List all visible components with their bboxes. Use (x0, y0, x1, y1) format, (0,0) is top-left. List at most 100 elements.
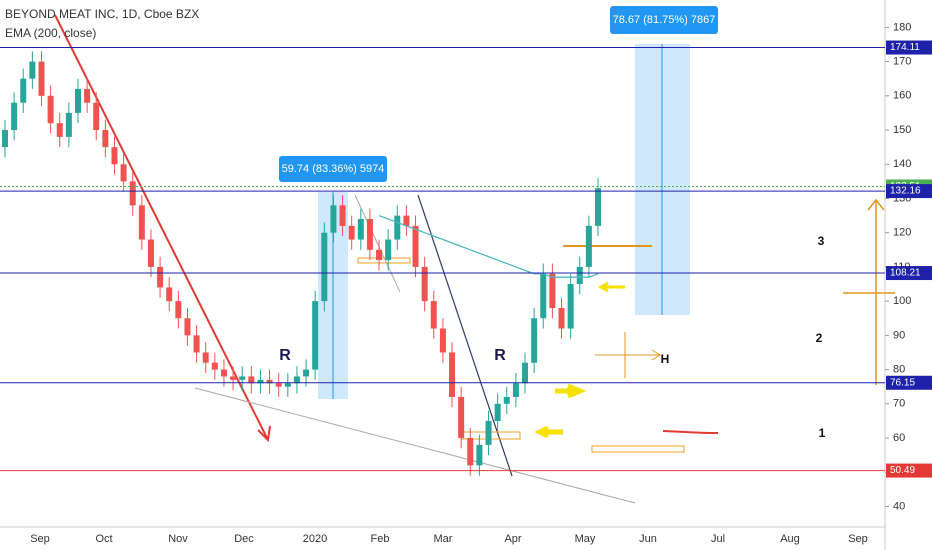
x-tick-label: Mar (434, 533, 453, 545)
candle-body (266, 379, 273, 384)
candle-body (157, 266, 164, 288)
candle-body (430, 301, 437, 329)
candle-body (303, 369, 310, 377)
level-label-bg (886, 463, 932, 478)
candle-body (74, 88, 81, 113)
candle-body (129, 181, 136, 206)
candle-body (503, 396, 510, 404)
x-tick-label: May (575, 533, 596, 545)
candle-body (348, 225, 355, 240)
candle-body (312, 301, 319, 370)
candle-body (193, 335, 200, 353)
x-tick-label: Nov (168, 533, 188, 545)
y-tick-label: 170 (893, 56, 911, 68)
x-tick-label: Sep (848, 533, 868, 545)
target-arrow (843, 198, 895, 385)
measure-label-bg (610, 6, 718, 34)
candle-body (403, 215, 410, 226)
candle-body (558, 307, 565, 329)
candle-body (93, 102, 100, 131)
candle-body (202, 352, 209, 363)
annotation: H (661, 352, 670, 366)
candle-body (293, 376, 300, 384)
zone-box (591, 445, 685, 453)
level-label: 50.49 (890, 465, 915, 476)
candle-body (47, 95, 54, 124)
trend-line (54, 14, 269, 441)
x-tick-label: Feb (371, 533, 390, 545)
candle-body (175, 301, 182, 319)
annotation: 1 (819, 426, 826, 440)
measure-label-bg (279, 156, 387, 182)
annotation: R (279, 347, 291, 364)
arrow (555, 383, 587, 399)
measure-label: 59.74 (83.36%) 5974 (282, 163, 385, 175)
candle-body (321, 232, 328, 302)
y-tick-label: 70 (893, 398, 905, 410)
candle-body (458, 396, 465, 439)
candle-body (184, 318, 191, 336)
candle-body (467, 438, 474, 466)
candle-body (84, 88, 91, 103)
chart-title: BEYOND MEAT INC, 1D, Cboe BZX (5, 7, 199, 21)
candle-body (29, 61, 36, 79)
candle-body (585, 225, 592, 267)
target-mark (595, 332, 661, 378)
candle-body (366, 219, 373, 250)
annotation: 3 (818, 234, 825, 248)
x-tick-label: Jun (639, 533, 657, 545)
candle-body (248, 376, 255, 384)
candle-body (120, 164, 127, 182)
candle-body (2, 130, 8, 148)
candle-body (494, 403, 501, 421)
trend-line (354, 194, 401, 293)
candle-body (230, 376, 237, 380)
candle-body (65, 112, 72, 137)
candle-body (330, 205, 337, 233)
level-label: 132.16 (890, 186, 921, 197)
y-tick-label: 60 (893, 432, 905, 444)
x-tick-label: Aug (780, 533, 800, 545)
marker-line (662, 430, 719, 434)
measure-label: 78.67 (81.75%) 7867 (613, 14, 716, 26)
candle-body (421, 266, 428, 302)
candle-body (147, 239, 154, 267)
candle-body (56, 123, 63, 137)
x-tick-label: Dec (234, 533, 254, 545)
level-label-bg (886, 40, 932, 55)
candle-body (357, 219, 364, 240)
x-tick-label: 2020 (303, 533, 327, 545)
candle-body (376, 249, 383, 261)
x-tick-label: Sep (30, 533, 50, 545)
arrow (597, 281, 625, 293)
y-tick-label: 80 (893, 363, 905, 375)
arrow-head (257, 425, 271, 443)
arrow (534, 425, 563, 439)
candle-body (576, 266, 583, 285)
candle-body (567, 284, 574, 329)
candle-body (284, 383, 291, 387)
level-label-bg (886, 184, 932, 199)
candle-body (211, 362, 218, 370)
candle-body (111, 147, 118, 165)
candle-body (549, 273, 556, 308)
candle-body (220, 369, 227, 377)
annotation: 2 (816, 331, 823, 345)
x-tick-label: Jul (711, 533, 725, 545)
candle-body (11, 102, 18, 131)
candle-body (138, 205, 145, 240)
candle-body (385, 239, 392, 261)
candle-body (166, 287, 173, 302)
ema-line (378, 214, 599, 278)
candle-body (275, 383, 282, 387)
candle-body (38, 61, 45, 96)
y-tick-label: 90 (893, 329, 905, 341)
level-label-bg (886, 375, 932, 390)
candle-body (540, 273, 547, 319)
annotation: R (494, 347, 506, 364)
y-tick-label: 100 (893, 295, 911, 307)
candle-body (239, 376, 246, 380)
y-tick-label: 180 (893, 21, 911, 33)
